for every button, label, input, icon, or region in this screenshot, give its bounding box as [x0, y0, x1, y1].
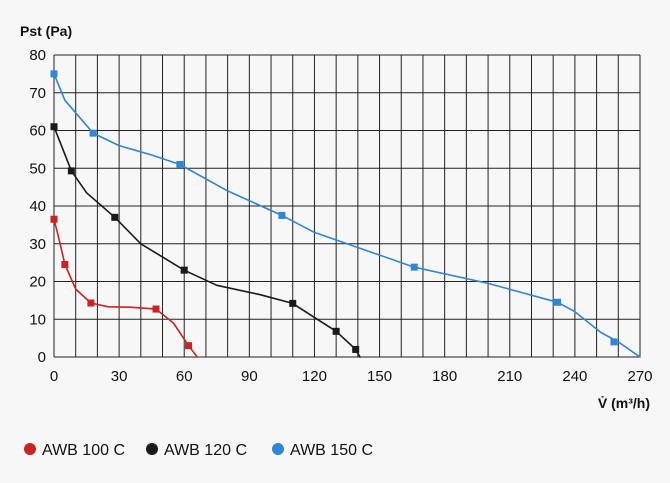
x-tick-label: 210: [497, 368, 522, 385]
legend-label-awb-100-c: AWB 100 C: [42, 442, 125, 459]
y-tick-label: 30: [29, 236, 46, 253]
data-point-awb-120-c: [111, 213, 119, 221]
legend-label-awb-120-c: AWB 120 C: [164, 442, 247, 459]
x-tick-label: 0: [50, 368, 58, 385]
data-point-awb-120-c: [289, 299, 297, 307]
legend-label-awb-150-c: AWB 150 C: [290, 442, 373, 459]
x-tick-label: 90: [241, 368, 258, 385]
y-tick-label: 50: [29, 160, 46, 177]
x-tick-label: 150: [367, 368, 392, 385]
x-tick-label: 180: [432, 368, 457, 385]
data-point-awb-100-c: [185, 342, 193, 350]
data-point-awb-150-c: [278, 211, 286, 219]
axes: Pst (Pa) V̇ (m³/h) 0 10 20 30 40 50 60 70 80 0 30 6…: [20, 23, 653, 411]
data-point-awb-100-c: [152, 305, 160, 313]
data-point-awb-120-c: [352, 345, 360, 353]
legend: AWB 100 C AWB 120 C AWB 150 C: [24, 442, 373, 459]
x-tick-label: 60: [176, 368, 193, 385]
y-tick-label: 70: [29, 85, 46, 102]
legend-marker-awb-150-c: [272, 443, 284, 455]
x-tick-label: 270: [627, 368, 652, 385]
x-tick-label: 240: [562, 368, 587, 385]
series: [50, 70, 641, 358]
data-point-awb-100-c: [87, 299, 95, 307]
legend-marker-awb-100-c: [24, 443, 36, 455]
data-point-awb-100-c: [61, 261, 69, 269]
data-point-awb-150-c: [554, 298, 562, 306]
data-point-awb-150-c: [176, 160, 184, 168]
data-point-awb-120-c: [67, 167, 75, 175]
data-point-awb-150-c: [89, 129, 97, 137]
series-line-awb-150-c: [53, 73, 641, 358]
data-point-awb-120-c: [50, 123, 58, 131]
data-point-awb-120-c: [180, 266, 188, 274]
y-tick-label: 10: [29, 311, 46, 328]
y-tick-label: 80: [29, 47, 46, 64]
grid: [53, 54, 641, 358]
y-axis-label: Pst (Pa): [20, 23, 72, 39]
data-point-awb-100-c: [50, 215, 58, 223]
y-tick-label: 20: [29, 274, 46, 291]
y-tick-label: 60: [29, 123, 46, 140]
data-point-awb-150-c: [610, 338, 618, 346]
x-tick-label: 120: [302, 368, 327, 385]
x-axis-label: V̇ (m³/h): [598, 395, 650, 411]
y-tick-label: 40: [29, 198, 46, 215]
legend-marker-awb-120-c: [146, 443, 158, 455]
data-point-awb-150-c: [50, 70, 58, 78]
y-tick-label: 0: [38, 349, 46, 366]
data-point-awb-120-c: [332, 327, 340, 335]
data-point-awb-150-c: [410, 263, 418, 271]
x-tick-label: 30: [111, 368, 128, 385]
series-line-awb-100-c: [53, 218, 198, 358]
